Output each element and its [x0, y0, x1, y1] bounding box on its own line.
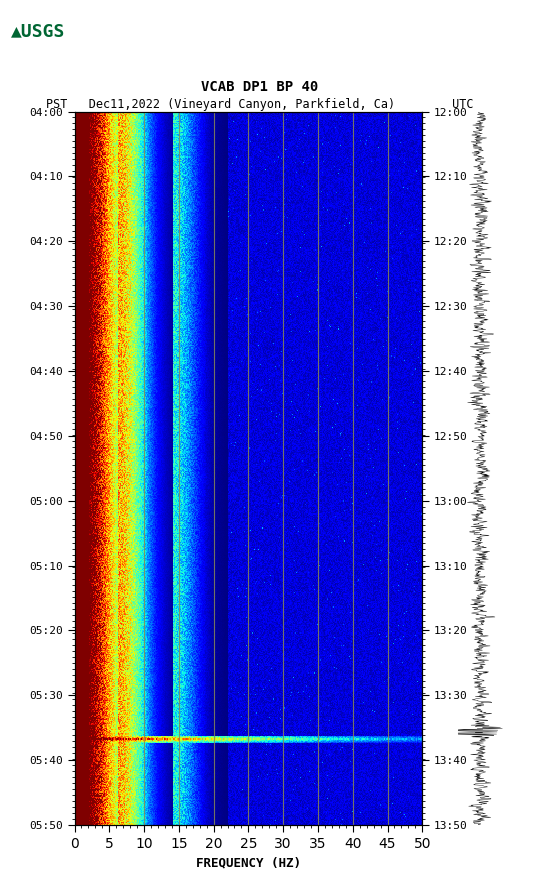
X-axis label: FREQUENCY (HZ): FREQUENCY (HZ) [196, 856, 301, 870]
Text: VCAB DP1 BP 40: VCAB DP1 BP 40 [201, 79, 318, 94]
Text: PST   Dec11,2022 (Vineyard Canyon, Parkfield, Ca)        UTC: PST Dec11,2022 (Vineyard Canyon, Parkfie… [46, 97, 473, 111]
Text: ▲USGS: ▲USGS [11, 22, 66, 40]
